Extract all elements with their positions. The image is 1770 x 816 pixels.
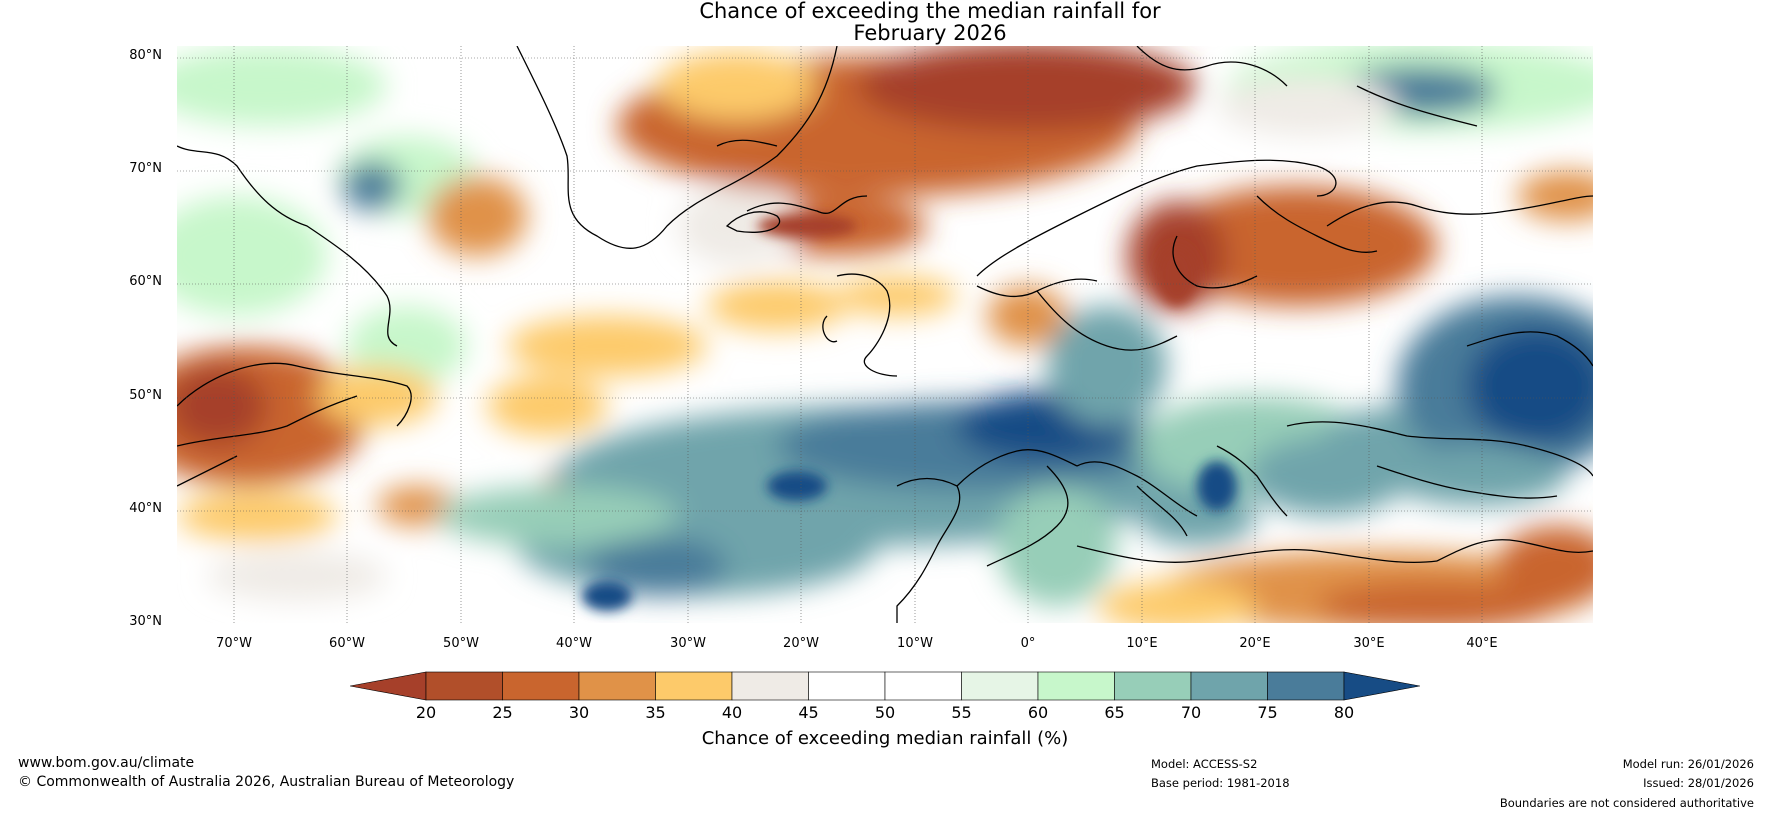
colorbar-bin xyxy=(655,671,733,701)
colorbar-ticks: 20 25 30 35 40 45 50 55 60 65 70 75 80 xyxy=(416,703,1354,722)
colorbar-tick-label: 50 xyxy=(875,703,895,722)
lon-label: 0° xyxy=(1020,636,1036,651)
rainfall-field xyxy=(177,46,1593,623)
lon-label: 20°W xyxy=(783,636,819,651)
footer-base-period: Base period: 1981-2018 xyxy=(1151,776,1290,790)
colorbar-bin xyxy=(884,671,962,701)
footer-issued: Issued: 28/01/2026 xyxy=(1643,776,1754,790)
coastlines xyxy=(177,46,1593,623)
footer-disclaimer: Boundaries are not considered authoritat… xyxy=(1499,796,1754,810)
title-line-2: February 2026 xyxy=(853,21,1007,45)
colorbar-tick-label: 45 xyxy=(798,703,818,722)
colorbar-bin xyxy=(1037,671,1115,701)
lat-label: 60°N xyxy=(129,274,162,289)
lat-label: 50°N xyxy=(129,388,162,403)
lat-label: 30°N xyxy=(129,614,162,629)
colorbar-tick-label: 55 xyxy=(951,703,971,722)
colorbar-bin xyxy=(731,671,809,701)
title-line-1: Chance of exceeding the median rainfall … xyxy=(699,0,1161,23)
colorbar-label: Chance of exceeding median rainfall (%) xyxy=(701,728,1069,749)
footer-model-run: Model run: 26/01/2026 xyxy=(1622,757,1754,771)
colorbar-tick-label: 30 xyxy=(569,703,589,722)
colorbar-arrow-low xyxy=(350,671,427,701)
colorbar-bin xyxy=(1267,671,1345,701)
lon-label: 40°W xyxy=(556,636,592,651)
lon-label: 10°E xyxy=(1126,636,1158,651)
lon-label: 20°E xyxy=(1239,636,1271,651)
colorbar-swatches xyxy=(350,671,1420,701)
lon-label: 40°E xyxy=(1466,636,1498,651)
lon-label: 10°W xyxy=(897,636,933,651)
footer-model: Model: ACCESS-S2 xyxy=(1151,757,1258,771)
lon-label: 30°E xyxy=(1353,636,1385,651)
colorbar-tick-label: 70 xyxy=(1181,703,1201,722)
lat-label: 70°N xyxy=(129,161,162,176)
lon-label: 70°W xyxy=(216,636,252,651)
colorbar-tick-label: 65 xyxy=(1104,703,1124,722)
colorbar-bin xyxy=(425,671,503,701)
colorbar-tick-label: 35 xyxy=(645,703,665,722)
rainfall-map xyxy=(177,46,1593,623)
lon-label: 60°W xyxy=(329,636,365,651)
footer-url[interactable]: www.bom.gov.au/climate xyxy=(18,755,195,771)
lat-label: 80°N xyxy=(129,48,162,63)
colorbar-bin xyxy=(1114,671,1192,701)
colorbar: 20 25 30 35 40 45 50 55 60 65 70 75 80 xyxy=(350,671,1420,722)
colorbar-bin xyxy=(502,671,580,701)
colorbar-tick-label: 40 xyxy=(722,703,742,722)
colorbar-tick-label: 60 xyxy=(1028,703,1048,722)
colorbar-tick-label: 25 xyxy=(492,703,512,722)
colorbar-arrow-high xyxy=(1343,671,1420,701)
lat-label: 40°N xyxy=(129,501,162,516)
map-title: Chance of exceeding the median rainfall … xyxy=(0,0,1770,44)
colorbar-bin xyxy=(1190,671,1268,701)
colorbar-tick-label: 75 xyxy=(1257,703,1277,722)
footer-copyright: © Commonwealth of Australia 2026, Austra… xyxy=(18,774,515,790)
colorbar-bin xyxy=(961,671,1039,701)
colorbar-bin xyxy=(808,671,886,701)
lon-label: 50°W xyxy=(443,636,479,651)
colorbar-tick-label: 20 xyxy=(416,703,436,722)
colorbar-bin xyxy=(578,671,656,701)
colorbar-tick-label: 80 xyxy=(1334,703,1354,722)
graticule xyxy=(177,46,1593,623)
lon-label: 30°W xyxy=(670,636,706,651)
